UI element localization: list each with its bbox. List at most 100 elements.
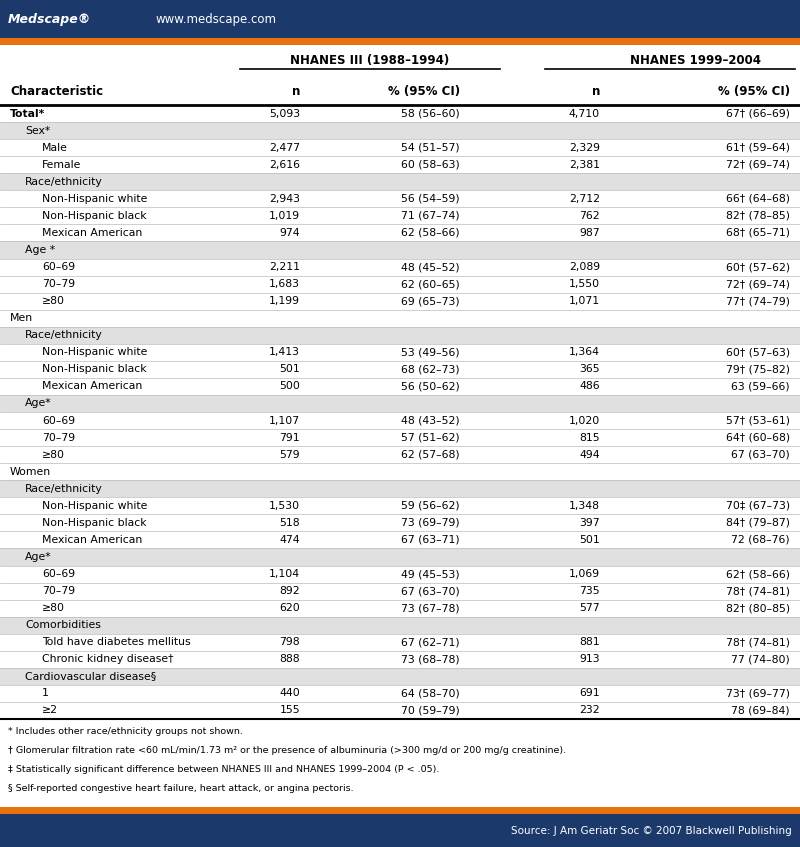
Text: 73 (69–79): 73 (69–79): [402, 518, 460, 528]
Text: 1,019: 1,019: [269, 211, 300, 221]
Text: 59 (56–62): 59 (56–62): [402, 501, 460, 511]
Text: 60† (57–63): 60† (57–63): [726, 347, 790, 357]
Text: 78 (69–84): 78 (69–84): [731, 706, 790, 716]
Text: 888: 888: [279, 654, 300, 664]
Text: Age*: Age*: [25, 398, 52, 408]
Bar: [0, 38, 800, 45]
Bar: [0, 241, 800, 258]
Text: 84† (79–87): 84† (79–87): [726, 518, 790, 528]
Text: 987: 987: [579, 228, 600, 238]
Text: * Includes other race/ethnicity groups not shown.: * Includes other race/ethnicity groups n…: [8, 727, 243, 736]
Text: ‡ Statistically significant difference between NHANES III and NHANES 1999–2004 (: ‡ Statistically significant difference b…: [8, 765, 439, 774]
Text: 1,020: 1,020: [569, 416, 600, 425]
Text: 77† (74–79): 77† (74–79): [726, 296, 790, 306]
Text: Characteristic: Characteristic: [10, 85, 103, 97]
Text: 70 (59–79): 70 (59–79): [402, 706, 460, 716]
Text: 2,329: 2,329: [569, 142, 600, 152]
Text: 232: 232: [579, 706, 600, 716]
Text: 49 (45–53): 49 (45–53): [402, 569, 460, 579]
Text: 60–69: 60–69: [42, 569, 75, 579]
Text: 1,348: 1,348: [569, 501, 600, 511]
Text: 60–69: 60–69: [42, 262, 75, 272]
Text: 70‡ (67–73): 70‡ (67–73): [726, 501, 790, 511]
Text: 815: 815: [579, 433, 600, 443]
Bar: [0, 174, 800, 191]
Text: 72 (68–76): 72 (68–76): [731, 535, 790, 545]
Text: 762: 762: [579, 211, 600, 221]
Text: 67 (62–71): 67 (62–71): [402, 637, 460, 647]
Bar: [0, 814, 800, 847]
Text: 71 (67–74): 71 (67–74): [402, 211, 460, 221]
Text: 64† (60–68): 64† (60–68): [726, 433, 790, 443]
Text: 1,683: 1,683: [269, 279, 300, 289]
Text: 62 (58–66): 62 (58–66): [402, 228, 460, 238]
Text: 691: 691: [579, 689, 600, 699]
Text: Non-Hispanic white: Non-Hispanic white: [42, 194, 147, 204]
Text: n: n: [292, 85, 300, 97]
Text: 82† (78–85): 82† (78–85): [726, 211, 790, 221]
Text: Chronic kidney disease†: Chronic kidney disease†: [42, 654, 174, 664]
Text: Sex*: Sex*: [25, 125, 50, 136]
Text: 440: 440: [279, 689, 300, 699]
Text: 56 (50–62): 56 (50–62): [402, 381, 460, 391]
Text: 1,071: 1,071: [569, 296, 600, 306]
Text: 1,199: 1,199: [269, 296, 300, 306]
Text: 579: 579: [279, 450, 300, 460]
Text: 155: 155: [279, 706, 300, 716]
Text: Total*: Total*: [10, 108, 46, 119]
Text: 791: 791: [279, 433, 300, 443]
Text: Medscape®: Medscape®: [8, 13, 91, 25]
Text: 60† (57–62): 60† (57–62): [726, 262, 790, 272]
Text: 2,089: 2,089: [569, 262, 600, 272]
Text: 67† (66–69): 67† (66–69): [726, 108, 790, 119]
Text: 77 (74–80): 77 (74–80): [731, 654, 790, 664]
Text: 2,211: 2,211: [269, 262, 300, 272]
Text: 1,069: 1,069: [569, 569, 600, 579]
Text: 68 (62–73): 68 (62–73): [402, 364, 460, 374]
Text: 72† (69–74): 72† (69–74): [726, 279, 790, 289]
Text: 79† (75–82): 79† (75–82): [726, 364, 790, 374]
Text: 57 (51–62): 57 (51–62): [402, 433, 460, 443]
Text: 494: 494: [579, 450, 600, 460]
Text: 70–79: 70–79: [42, 433, 75, 443]
Text: ≥80: ≥80: [42, 450, 65, 460]
Text: 69 (65–73): 69 (65–73): [402, 296, 460, 306]
Text: 61† (59–64): 61† (59–64): [726, 142, 790, 152]
Text: Age *: Age *: [25, 245, 55, 255]
Text: Race/ethnicity: Race/ethnicity: [25, 177, 102, 186]
Text: 1,364: 1,364: [569, 347, 600, 357]
Text: 1,530: 1,530: [269, 501, 300, 511]
Text: 1,413: 1,413: [269, 347, 300, 357]
Text: 62† (58–66): 62† (58–66): [726, 569, 790, 579]
Text: 67 (63–70): 67 (63–70): [402, 586, 460, 596]
Text: Cardiovascular disease§: Cardiovascular disease§: [25, 672, 156, 681]
Text: ≥80: ≥80: [42, 603, 65, 613]
Bar: [0, 807, 800, 814]
Bar: [0, 549, 800, 566]
Text: 78† (74–81): 78† (74–81): [726, 637, 790, 647]
Text: Female: Female: [42, 160, 82, 169]
Text: 2,381: 2,381: [569, 160, 600, 169]
Text: Age*: Age*: [25, 552, 52, 562]
Text: 1: 1: [42, 689, 49, 699]
Text: 64 (58–70): 64 (58–70): [402, 689, 460, 699]
Text: 4,710: 4,710: [569, 108, 600, 119]
Text: Non-Hispanic black: Non-Hispanic black: [42, 518, 146, 528]
Text: 577: 577: [579, 603, 600, 613]
Text: ≥2: ≥2: [42, 706, 58, 716]
Text: 66† (64–68): 66† (64–68): [726, 194, 790, 204]
Text: 78† (74–81): 78† (74–81): [726, 586, 790, 596]
Text: 2,712: 2,712: [569, 194, 600, 204]
Text: % (95% CI): % (95% CI): [718, 85, 790, 97]
Text: 60–69: 60–69: [42, 416, 75, 425]
Text: 70–79: 70–79: [42, 586, 75, 596]
Text: 68† (65–71): 68† (65–71): [726, 228, 790, 238]
Text: 70–79: 70–79: [42, 279, 75, 289]
Text: † Glomerular filtration rate <60 mL/min/1.73 m² or the presence of albuminuria (: † Glomerular filtration rate <60 mL/min/…: [8, 746, 566, 755]
Text: www.medscape.com: www.medscape.com: [155, 13, 276, 25]
Text: 501: 501: [579, 535, 600, 545]
Text: 57† (53–61): 57† (53–61): [726, 416, 790, 425]
Text: 63 (59–66): 63 (59–66): [731, 381, 790, 391]
Text: 798: 798: [279, 637, 300, 647]
Text: Race/ethnicity: Race/ethnicity: [25, 484, 102, 494]
